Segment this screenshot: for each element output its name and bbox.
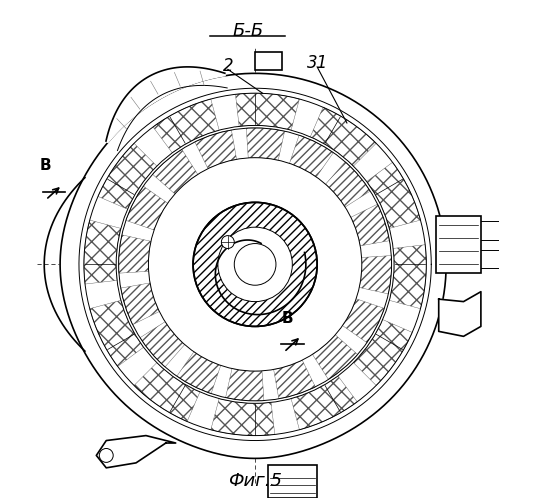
Wedge shape: [211, 399, 275, 436]
Wedge shape: [195, 130, 237, 169]
Wedge shape: [389, 245, 426, 309]
Wedge shape: [274, 360, 315, 399]
Text: Б-Б: Б-Б: [232, 22, 264, 40]
Polygon shape: [60, 73, 446, 459]
Wedge shape: [235, 93, 299, 130]
Wedge shape: [98, 143, 157, 209]
Wedge shape: [246, 128, 285, 160]
Text: 2: 2: [222, 57, 233, 75]
Wedge shape: [359, 255, 392, 294]
Circle shape: [148, 158, 362, 371]
Wedge shape: [121, 283, 159, 325]
Wedge shape: [342, 299, 384, 343]
Wedge shape: [291, 376, 357, 430]
Wedge shape: [313, 335, 357, 379]
FancyBboxPatch shape: [267, 466, 317, 498]
Wedge shape: [119, 235, 151, 273]
Wedge shape: [126, 186, 168, 230]
Polygon shape: [438, 292, 481, 336]
Circle shape: [116, 125, 394, 403]
Wedge shape: [226, 369, 264, 401]
Wedge shape: [90, 300, 144, 366]
Circle shape: [99, 449, 113, 463]
FancyBboxPatch shape: [436, 216, 481, 273]
Wedge shape: [289, 135, 333, 177]
Polygon shape: [106, 67, 225, 143]
Circle shape: [221, 236, 234, 249]
Circle shape: [234, 244, 276, 285]
Wedge shape: [140, 322, 185, 367]
Text: В: В: [282, 311, 294, 326]
Circle shape: [193, 203, 317, 326]
Wedge shape: [177, 352, 221, 394]
Polygon shape: [96, 436, 176, 468]
Wedge shape: [153, 149, 198, 194]
Wedge shape: [153, 99, 219, 153]
FancyBboxPatch shape: [255, 52, 282, 70]
Wedge shape: [367, 162, 421, 229]
Wedge shape: [326, 162, 370, 207]
Circle shape: [84, 93, 426, 436]
Circle shape: [64, 73, 446, 456]
Circle shape: [119, 128, 392, 401]
Wedge shape: [310, 107, 376, 166]
Text: 31: 31: [307, 54, 328, 72]
Circle shape: [218, 227, 292, 301]
Wedge shape: [84, 220, 121, 284]
Wedge shape: [351, 204, 389, 246]
Text: Фиг.5: Фиг.5: [228, 472, 282, 490]
Text: В: В: [40, 158, 51, 173]
Wedge shape: [134, 363, 200, 422]
Wedge shape: [353, 319, 412, 385]
